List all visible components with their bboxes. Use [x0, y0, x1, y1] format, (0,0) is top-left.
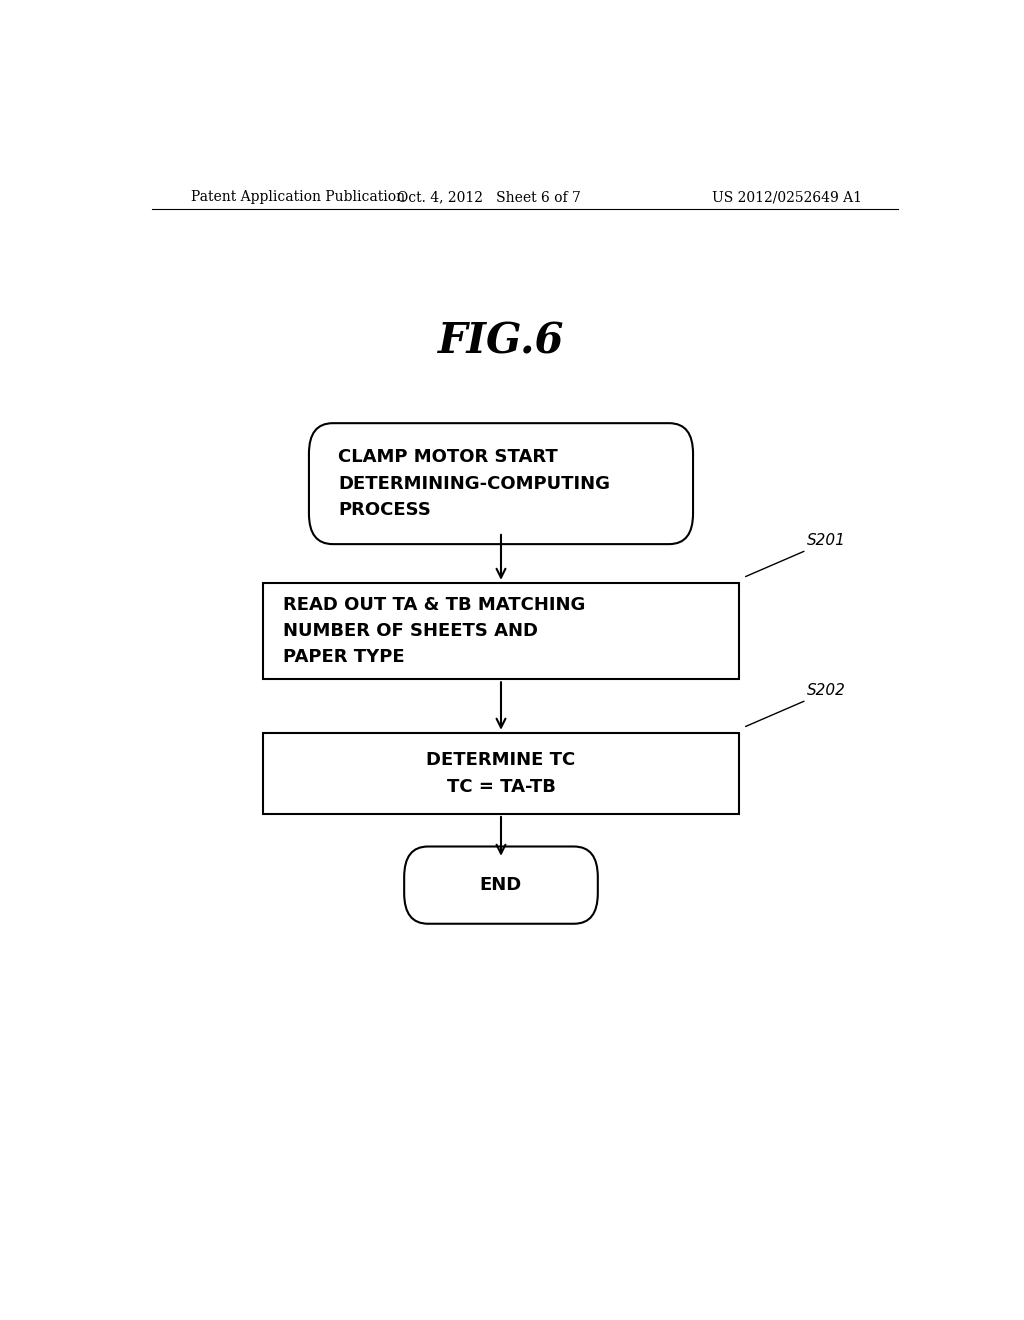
Bar: [263, 582, 739, 680]
FancyBboxPatch shape: [309, 424, 693, 544]
Text: END: END: [480, 876, 522, 894]
Text: FIG.6: FIG.6: [437, 321, 564, 363]
FancyBboxPatch shape: [404, 846, 598, 924]
Text: Oct. 4, 2012   Sheet 6 of 7: Oct. 4, 2012 Sheet 6 of 7: [397, 190, 581, 205]
Text: READ OUT TA & TB MATCHING
NUMBER OF SHEETS AND
PAPER TYPE: READ OUT TA & TB MATCHING NUMBER OF SHEE…: [283, 595, 585, 667]
Text: US 2012/0252649 A1: US 2012/0252649 A1: [712, 190, 862, 205]
Text: S202: S202: [807, 684, 846, 698]
Bar: [263, 733, 739, 814]
Text: Patent Application Publication: Patent Application Publication: [191, 190, 406, 205]
Text: CLAMP MOTOR START
DETERMINING-COMPUTING
PROCESS: CLAMP MOTOR START DETERMINING-COMPUTING …: [338, 449, 610, 519]
Text: S201: S201: [807, 533, 846, 548]
Text: DETERMINE TC
TC = TA-TB: DETERMINE TC TC = TA-TB: [426, 751, 575, 796]
